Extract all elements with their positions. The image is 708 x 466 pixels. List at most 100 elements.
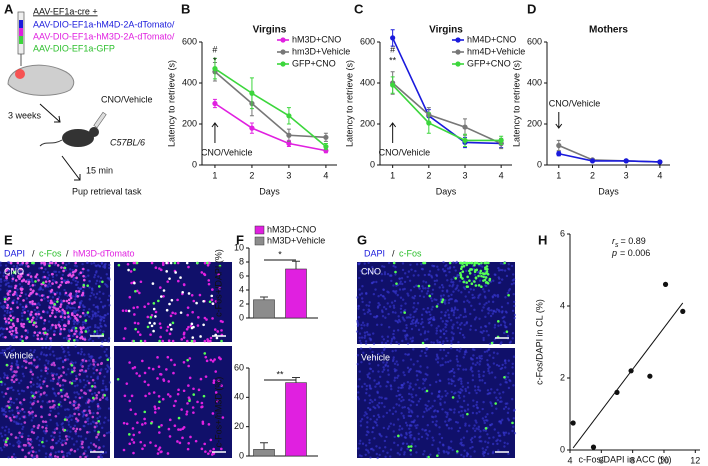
nucleus xyxy=(425,429,427,431)
nucleus xyxy=(400,434,402,436)
cell xyxy=(15,279,18,282)
nucleus xyxy=(68,306,70,308)
nucleus xyxy=(428,430,430,432)
nucleus xyxy=(92,420,94,422)
cell xyxy=(480,270,483,273)
cell xyxy=(208,283,211,286)
cell xyxy=(204,450,207,453)
nucleus xyxy=(512,332,514,334)
error-bar xyxy=(260,443,268,450)
nucleus xyxy=(105,398,107,400)
nucleus xyxy=(404,272,406,274)
nucleus xyxy=(65,264,67,266)
nucleus xyxy=(99,291,101,293)
cell xyxy=(132,340,135,343)
cell xyxy=(21,436,24,439)
cell xyxy=(62,300,65,303)
cell xyxy=(205,375,208,378)
nucleus xyxy=(438,452,440,454)
cell xyxy=(461,270,464,273)
cell xyxy=(32,316,35,319)
nucleus xyxy=(376,457,378,459)
nucleus xyxy=(439,286,441,288)
nucleus xyxy=(94,382,96,384)
nucleus xyxy=(368,394,370,396)
cell xyxy=(40,416,43,419)
cell xyxy=(82,268,85,271)
cell xyxy=(37,313,40,316)
nucleus xyxy=(374,420,376,422)
nucleus xyxy=(499,396,501,398)
nucleus xyxy=(451,309,453,311)
cell xyxy=(49,302,52,305)
cell xyxy=(157,452,160,455)
cell xyxy=(118,264,121,267)
nucleus xyxy=(366,385,368,387)
cell xyxy=(73,400,76,403)
cell xyxy=(393,262,396,265)
nucleus xyxy=(511,366,513,368)
cell xyxy=(40,405,43,408)
nucleus xyxy=(439,398,441,400)
nucleus xyxy=(359,454,361,456)
nucleus xyxy=(511,430,513,432)
nucleus xyxy=(359,440,361,442)
cell xyxy=(13,293,16,296)
cell xyxy=(34,280,37,283)
nucleus xyxy=(471,446,473,448)
cell xyxy=(476,262,479,265)
nucleus xyxy=(47,285,49,287)
cell xyxy=(27,442,30,445)
nucleus xyxy=(513,278,515,280)
cell xyxy=(177,393,180,396)
nucleus xyxy=(484,284,486,286)
nucleus xyxy=(512,293,514,295)
nucleus xyxy=(71,415,73,417)
nucleus xyxy=(487,370,489,372)
cell xyxy=(150,316,153,319)
nucleus xyxy=(418,387,420,389)
cell xyxy=(465,264,468,267)
nucleus xyxy=(441,284,443,286)
nucleus xyxy=(57,440,59,442)
nucleus xyxy=(399,425,401,427)
nucleus xyxy=(366,430,368,432)
nucleus xyxy=(418,438,420,440)
nucleus xyxy=(100,319,102,321)
cell xyxy=(172,322,175,325)
nucleus xyxy=(456,364,458,366)
nucleus xyxy=(74,345,76,347)
cell xyxy=(34,415,37,418)
nucleus xyxy=(456,355,458,357)
nucleus xyxy=(451,326,453,328)
nucleus xyxy=(68,262,70,264)
nucleus xyxy=(424,330,426,332)
nucleus xyxy=(504,442,506,444)
cell xyxy=(51,273,54,276)
nucleus xyxy=(412,306,414,308)
cell xyxy=(70,297,73,300)
nucleus xyxy=(369,301,371,303)
cell xyxy=(97,363,100,366)
nucleus xyxy=(4,374,6,376)
nucleus xyxy=(497,399,499,401)
nucleus xyxy=(474,385,476,387)
cell xyxy=(89,412,92,415)
cell xyxy=(53,364,56,367)
cell xyxy=(57,264,60,267)
nucleus xyxy=(21,390,23,392)
nucleus xyxy=(387,365,389,367)
nucleus xyxy=(394,320,396,322)
nucleus xyxy=(77,393,79,395)
cell xyxy=(459,272,462,275)
nucleus xyxy=(36,356,38,358)
nucleus xyxy=(377,414,379,416)
nucleus xyxy=(504,366,506,368)
nucleus xyxy=(416,318,418,320)
cell xyxy=(143,444,146,447)
cell xyxy=(193,340,196,343)
nucleus xyxy=(499,401,501,403)
nucleus xyxy=(443,349,445,351)
nucleus xyxy=(504,381,506,383)
y-tick-label: 600 xyxy=(360,36,375,46)
